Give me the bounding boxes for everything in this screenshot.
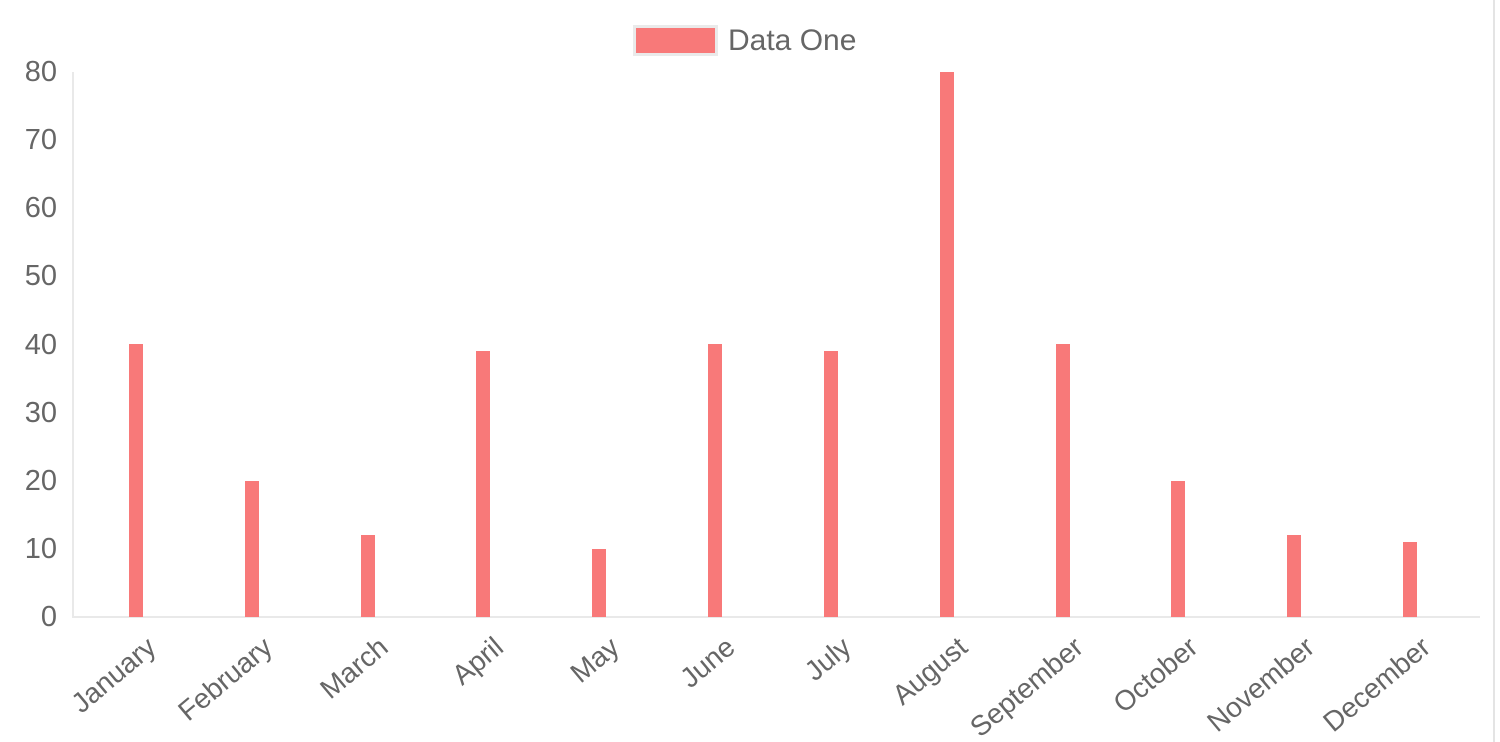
x-axis-line <box>72 616 1480 618</box>
x-tick-label-august: August <box>886 631 973 711</box>
y-tick-label: 20 <box>24 465 57 497</box>
bar-december[interactable] <box>1403 542 1417 617</box>
y-tick-label: 60 <box>24 192 57 224</box>
x-tick-label-february: February <box>172 631 278 727</box>
bar-june[interactable] <box>708 344 722 617</box>
page-right-border <box>1493 0 1495 742</box>
x-tick-label-july: July <box>798 631 857 687</box>
legend-color-swatch <box>633 25 718 56</box>
y-tick-label: 0 <box>40 601 57 633</box>
legend-label: Data One <box>728 24 857 57</box>
x-tick-label-may: May <box>564 631 625 689</box>
x-tick-label-april: April <box>446 631 509 691</box>
bar-september[interactable] <box>1056 344 1070 617</box>
bar-march[interactable] <box>361 535 375 617</box>
x-tick-label-january: January <box>65 631 162 719</box>
x-tick-label-march: March <box>314 631 394 705</box>
x-tick-label-june: June <box>674 631 741 694</box>
bar-february[interactable] <box>245 481 259 617</box>
legend-item-data-one[interactable]: Data One <box>633 25 856 56</box>
x-tick-label-september: September <box>964 631 1089 742</box>
x-tick-label-november: November <box>1201 631 1320 738</box>
x-tick-label-october: October <box>1107 631 1204 719</box>
bar-october[interactable] <box>1171 481 1185 617</box>
y-tick-label: 80 <box>24 56 57 88</box>
y-tick-label: 40 <box>24 329 57 361</box>
x-tick-label-december: December <box>1317 631 1436 738</box>
y-tick-label: 70 <box>24 124 57 156</box>
bar-april[interactable] <box>476 351 490 617</box>
bar-january[interactable] <box>129 344 143 617</box>
y-tick-label: 50 <box>24 260 57 292</box>
y-tick-label: 10 <box>24 533 57 565</box>
bar-may[interactable] <box>592 549 606 617</box>
y-axis-line <box>72 72 74 618</box>
bar-august[interactable] <box>940 72 954 617</box>
bar-november[interactable] <box>1287 535 1301 617</box>
bar-july[interactable] <box>824 351 838 617</box>
y-tick-label: 30 <box>24 397 57 429</box>
